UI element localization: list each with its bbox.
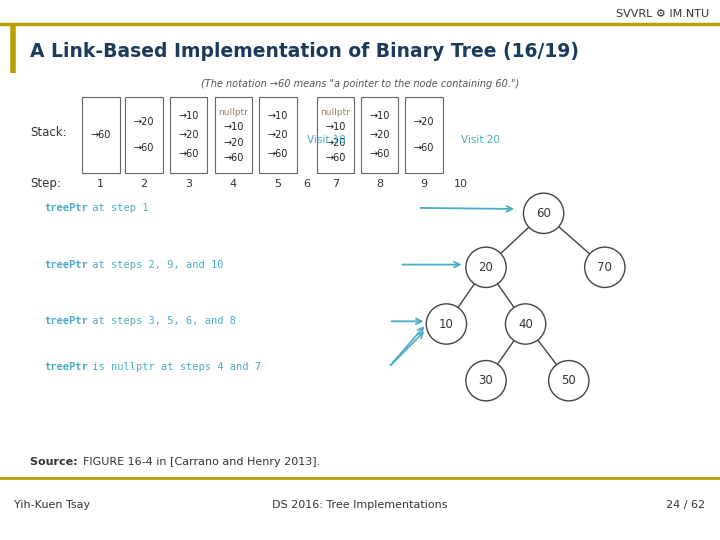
FancyBboxPatch shape	[170, 97, 207, 173]
Text: 4: 4	[230, 179, 237, 188]
Text: →10: →10	[369, 111, 390, 121]
Ellipse shape	[585, 247, 625, 287]
Text: →10: →10	[179, 111, 199, 121]
FancyBboxPatch shape	[317, 97, 354, 173]
Ellipse shape	[549, 361, 589, 401]
Text: →60: →60	[91, 130, 111, 140]
FancyBboxPatch shape	[82, 97, 120, 173]
Text: →60: →60	[179, 149, 199, 159]
Text: at step 1: at step 1	[86, 203, 149, 213]
Text: nullptr: nullptr	[320, 108, 351, 117]
FancyBboxPatch shape	[405, 97, 443, 173]
Text: →20: →20	[179, 130, 199, 140]
Text: nullptr: nullptr	[218, 108, 248, 117]
Text: →20: →20	[268, 130, 288, 140]
Text: (The notation →60 means "a pointer to the node containing 60."): (The notation →60 means "a pointer to th…	[201, 79, 519, 89]
Text: →60: →60	[223, 153, 243, 163]
Text: Visit 20: Visit 20	[461, 136, 500, 145]
Text: at steps 3, 5, 6, and 8: at steps 3, 5, 6, and 8	[86, 316, 236, 326]
Text: 5: 5	[274, 179, 282, 188]
Text: →60: →60	[268, 149, 288, 159]
Text: 7: 7	[332, 179, 339, 188]
Text: Source:: Source:	[30, 457, 82, 467]
Text: is nullptr at steps 4 and 7: is nullptr at steps 4 and 7	[86, 362, 261, 372]
Text: →10: →10	[268, 111, 288, 121]
Text: 2: 2	[140, 179, 148, 188]
FancyBboxPatch shape	[259, 97, 297, 173]
Text: →20: →20	[369, 130, 390, 140]
Text: →10: →10	[325, 123, 346, 132]
FancyBboxPatch shape	[215, 97, 252, 173]
Text: 50: 50	[562, 374, 576, 387]
Text: treePtr: treePtr	[45, 260, 89, 269]
Text: 6: 6	[303, 179, 310, 188]
Text: A Link-Based Implementation of Binary Tree (16/19): A Link-Based Implementation of Binary Tr…	[30, 42, 579, 61]
Text: 60: 60	[536, 207, 551, 220]
Text: →60: →60	[369, 149, 390, 159]
Text: 9: 9	[420, 179, 428, 188]
Text: 3: 3	[185, 179, 192, 188]
Text: 30: 30	[479, 374, 493, 387]
Text: 8: 8	[376, 179, 383, 188]
Text: →20: →20	[223, 138, 243, 147]
Text: SVVRL ⚙ IM.NTU: SVVRL ⚙ IM.NTU	[616, 9, 709, 19]
FancyBboxPatch shape	[125, 97, 163, 173]
Text: 20: 20	[479, 261, 493, 274]
Text: →60: →60	[414, 143, 434, 153]
Text: Visit 10: Visit 10	[307, 136, 346, 145]
Text: →20: →20	[134, 117, 154, 127]
Text: Yih-Kuen Tsay: Yih-Kuen Tsay	[14, 500, 91, 510]
Text: 24 / 62: 24 / 62	[667, 500, 706, 510]
FancyBboxPatch shape	[361, 97, 398, 173]
Text: treePtr: treePtr	[45, 362, 89, 372]
Ellipse shape	[505, 304, 546, 344]
Text: →20: →20	[414, 117, 434, 127]
Text: at steps 2, 9, and 10: at steps 2, 9, and 10	[86, 260, 224, 269]
Text: →10: →10	[223, 123, 243, 132]
Ellipse shape	[466, 361, 506, 401]
Text: 10: 10	[439, 318, 454, 330]
Text: Step:: Step:	[30, 177, 61, 190]
Text: DS 2016: Tree Implementations: DS 2016: Tree Implementations	[272, 500, 448, 510]
Text: 10: 10	[454, 179, 468, 188]
Ellipse shape	[426, 304, 467, 344]
Ellipse shape	[466, 247, 506, 287]
Text: →20: →20	[325, 138, 346, 147]
Ellipse shape	[523, 193, 564, 233]
Text: FIGURE 16-4 in [Carrano and Henry 2013].: FIGURE 16-4 in [Carrano and Henry 2013].	[83, 457, 320, 467]
Text: Stack:: Stack:	[30, 126, 67, 139]
Text: treePtr: treePtr	[45, 203, 89, 213]
Text: →60: →60	[134, 143, 154, 153]
Text: →60: →60	[325, 153, 346, 163]
Text: 70: 70	[598, 261, 612, 274]
Text: treePtr: treePtr	[45, 316, 89, 326]
Text: 40: 40	[518, 318, 533, 330]
Text: 1: 1	[97, 179, 104, 188]
